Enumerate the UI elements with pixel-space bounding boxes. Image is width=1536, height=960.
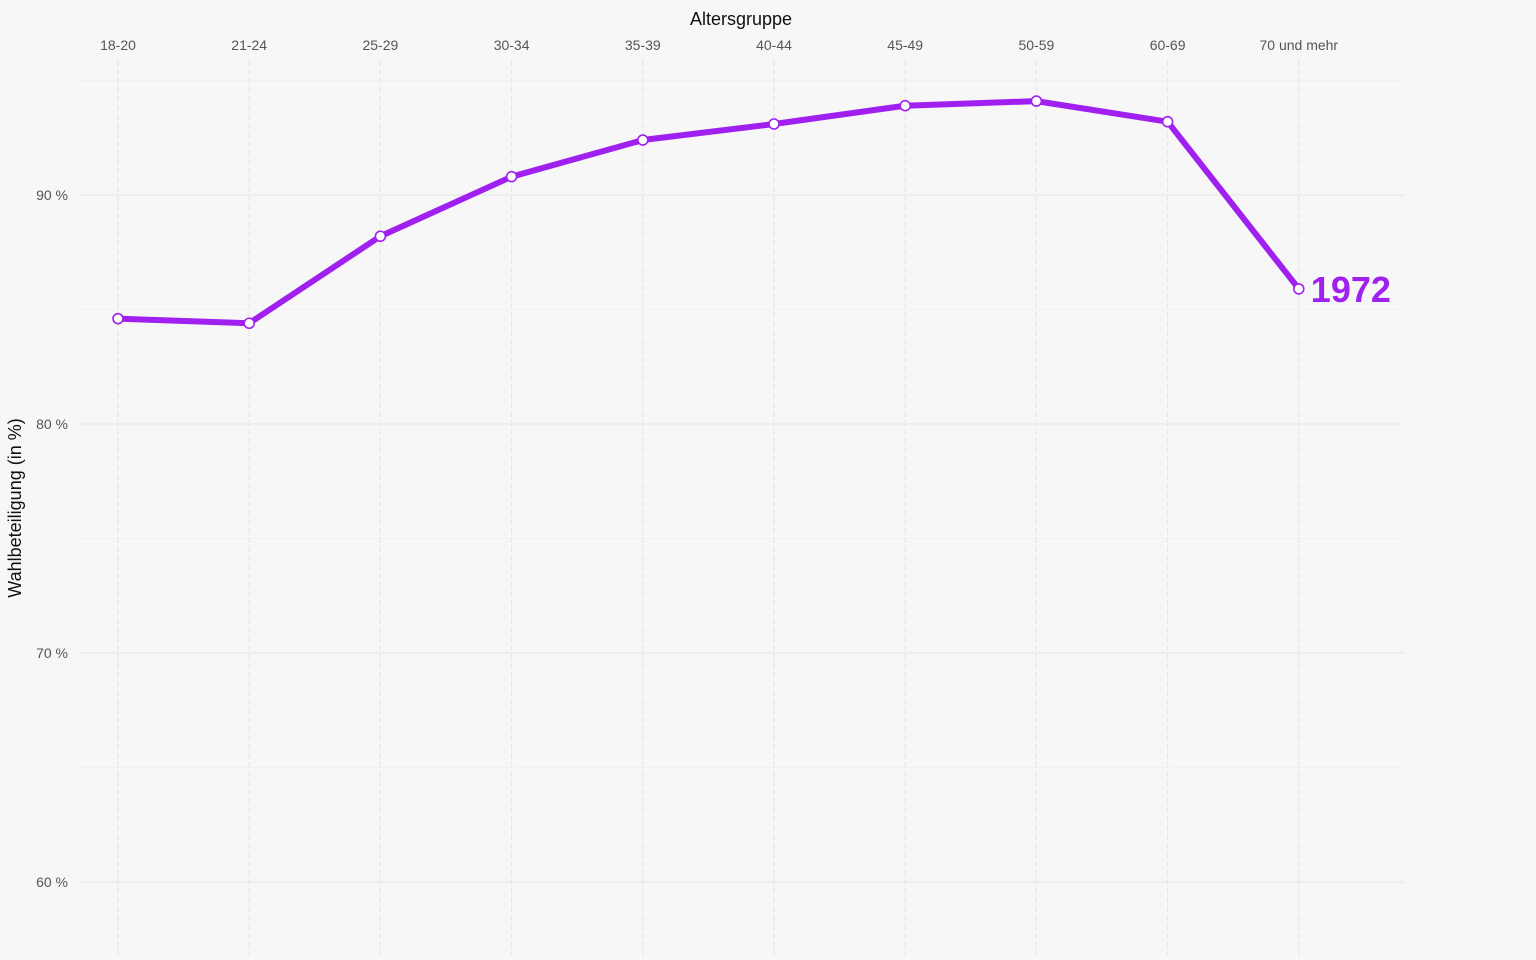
y-tick-label: 60 % xyxy=(36,874,68,890)
data-point xyxy=(1293,283,1305,295)
x-tick-label: 70 und mehr xyxy=(1259,37,1338,53)
x-tick-label: 18-20 xyxy=(100,37,136,53)
series-label: 1972 xyxy=(1311,269,1391,310)
series-group: 1972 xyxy=(112,95,1391,330)
x-axis-title: Altersgruppe xyxy=(690,9,792,29)
series-line xyxy=(115,98,1302,327)
x-gridlines xyxy=(117,60,1300,955)
y-tick-label: 70 % xyxy=(36,645,68,661)
data-point xyxy=(112,312,124,325)
x-tick-label: 21-24 xyxy=(231,37,267,53)
y-axis-tick-labels: 60 % 70 % 80 % 90 % xyxy=(36,187,68,890)
x-tick-label: 25-29 xyxy=(362,37,398,53)
y-gridlines xyxy=(80,80,1404,883)
x-tick-label: 50-59 xyxy=(1018,37,1054,53)
x-tick-label: 45-49 xyxy=(887,37,923,53)
data-point xyxy=(374,230,387,243)
data-point xyxy=(899,99,912,112)
data-point xyxy=(768,118,780,130)
data-point xyxy=(636,134,649,146)
x-axis-tick-labels: 18-20 21-24 25-29 30-34 35-39 40-44 45-49 50-59… xyxy=(100,37,1338,53)
y-axis-title: Wahlbeteiligung (in %) xyxy=(5,418,25,597)
y-tick-label: 90 % xyxy=(36,187,68,203)
data-point xyxy=(505,170,518,183)
x-tick-label: 40-44 xyxy=(756,37,792,53)
x-tick-label: 60-69 xyxy=(1150,37,1186,53)
data-point xyxy=(1030,95,1043,107)
data-point xyxy=(1161,115,1174,128)
data-point xyxy=(243,317,255,330)
y-tick-label: 80 % xyxy=(36,416,68,432)
x-tick-label: 30-34 xyxy=(494,37,530,53)
x-tick-label: 35-39 xyxy=(625,37,661,53)
